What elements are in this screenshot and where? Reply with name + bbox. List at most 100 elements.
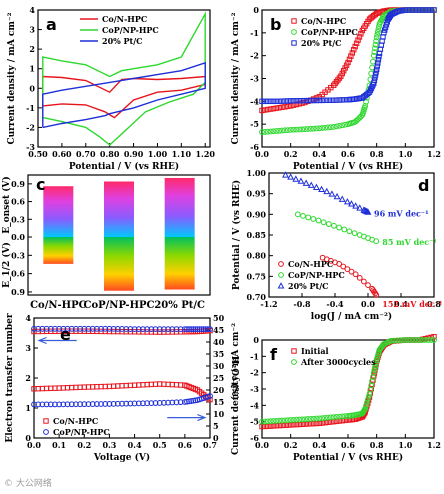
y-tick-label: -6 bbox=[250, 142, 259, 152]
data-point bbox=[419, 337, 426, 343]
x-tick-label: 0.2 bbox=[284, 149, 298, 159]
data-point bbox=[259, 129, 265, 136]
data-point bbox=[330, 97, 337, 103]
y-tick-label: -1 bbox=[250, 28, 259, 38]
data-point bbox=[373, 66, 380, 73]
data-point bbox=[310, 415, 317, 422]
data-point bbox=[287, 98, 294, 104]
data-point bbox=[333, 192, 341, 200]
y-tick-label: -3 bbox=[250, 74, 259, 84]
y-tick-label: -4 bbox=[250, 400, 259, 410]
data-point bbox=[330, 414, 337, 420]
x-tick-label: 0.70 bbox=[76, 149, 96, 159]
data-point bbox=[304, 126, 311, 132]
data-point bbox=[323, 187, 331, 195]
data-point bbox=[35, 325, 42, 332]
data-point bbox=[184, 398, 190, 405]
data-point bbox=[152, 326, 159, 333]
bar-onset bbox=[104, 181, 134, 237]
legend-entry: CoP/NP-HPC bbox=[288, 270, 345, 280]
y-tick-label: 0.80 bbox=[247, 251, 267, 261]
data-point bbox=[371, 49, 378, 55]
data-point bbox=[161, 399, 167, 406]
x-tick-label: -1.2 bbox=[260, 299, 277, 309]
bar-half-wave bbox=[164, 237, 195, 290]
data-point bbox=[381, 30, 387, 36]
x-tick-label: 0.4 bbox=[312, 149, 326, 159]
data-point bbox=[382, 24, 389, 31]
data-point bbox=[341, 226, 348, 233]
data-point bbox=[277, 282, 285, 289]
data-point bbox=[352, 202, 360, 209]
data-point bbox=[81, 325, 88, 332]
y-axis-label: Current density / mA cm⁻² bbox=[231, 323, 241, 455]
data-point bbox=[369, 64, 375, 71]
data-point bbox=[402, 337, 409, 343]
y-tick-label: 0.3 bbox=[11, 250, 25, 260]
data-point bbox=[300, 212, 306, 219]
data-point bbox=[279, 104, 285, 110]
x-tick-label: 0.0 bbox=[255, 440, 269, 450]
y-tick-label: 0.85 bbox=[247, 230, 266, 240]
data-point bbox=[293, 416, 300, 423]
data-point bbox=[307, 415, 314, 422]
x-tick-label: 0.60 bbox=[52, 149, 72, 159]
data-point bbox=[56, 401, 63, 408]
x-axis-label: Voltage (V) bbox=[93, 452, 150, 463]
data-point bbox=[349, 50, 356, 56]
y-right-tick-label: 30 bbox=[213, 361, 225, 371]
data-point bbox=[293, 101, 300, 108]
data-point bbox=[363, 402, 369, 409]
data-point bbox=[319, 415, 326, 422]
data-point bbox=[365, 393, 372, 400]
data-point bbox=[181, 399, 188, 405]
data-point bbox=[304, 416, 311, 422]
data-point bbox=[273, 128, 280, 134]
data-point bbox=[413, 337, 420, 343]
data-point bbox=[278, 261, 284, 267]
data-point bbox=[287, 103, 294, 109]
x-tick-label: 1.20 bbox=[195, 149, 215, 159]
category-label: CoP/NP-HPC bbox=[84, 300, 155, 311]
x-tick-label: 0.5 bbox=[153, 440, 167, 450]
data-point bbox=[127, 400, 134, 407]
data-point bbox=[408, 7, 414, 13]
panel-letter-e: e bbox=[60, 325, 71, 344]
data-point bbox=[428, 7, 434, 13]
data-point bbox=[291, 29, 297, 35]
y-right-tick-label: 25 bbox=[213, 373, 224, 383]
data-point bbox=[77, 401, 83, 408]
data-point bbox=[375, 60, 381, 66]
y-tick-label: -2 bbox=[250, 368, 259, 378]
data-point bbox=[85, 401, 92, 408]
y-tick-label: 2 bbox=[29, 44, 35, 54]
data-point bbox=[291, 359, 297, 365]
data-point bbox=[140, 326, 146, 333]
watermark: © 大公网络 bbox=[4, 479, 52, 489]
data-point bbox=[348, 200, 355, 207]
data-point bbox=[114, 326, 121, 332]
x-tick-label: 1.00 bbox=[148, 149, 168, 159]
data-point bbox=[352, 271, 359, 278]
data-point bbox=[135, 400, 142, 407]
data-point bbox=[308, 97, 314, 104]
y-tick-label: 4 bbox=[25, 313, 31, 323]
data-point bbox=[259, 98, 265, 105]
data-point bbox=[346, 56, 353, 63]
x-tick-label: 0.4 bbox=[394, 299, 408, 309]
data-point bbox=[330, 124, 337, 130]
y-tick-label: -2 bbox=[26, 122, 35, 132]
data-point bbox=[371, 367, 378, 373]
data-point bbox=[119, 400, 125, 407]
panel-letter-c: c bbox=[36, 175, 45, 194]
data-point bbox=[345, 59, 351, 66]
data-point bbox=[207, 326, 213, 333]
data-point bbox=[302, 416, 308, 423]
legend-entry: 20% Pt/C bbox=[288, 281, 329, 291]
data-point bbox=[123, 400, 130, 407]
data-point bbox=[405, 7, 411, 13]
data-point bbox=[60, 325, 67, 332]
data-point bbox=[267, 106, 274, 112]
data-point bbox=[156, 326, 163, 333]
